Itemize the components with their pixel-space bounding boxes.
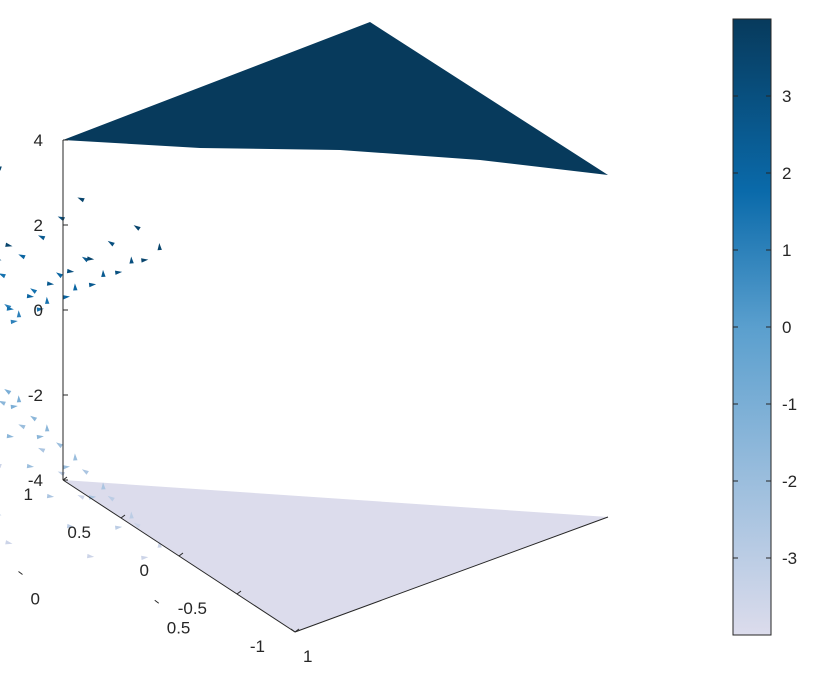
colorbar bbox=[732, 18, 772, 636]
z-tick-group: -4 -2 0 2 4 bbox=[28, 131, 68, 490]
vector-arrow bbox=[87, 256, 95, 261]
z-tick-label: -4 bbox=[28, 471, 43, 490]
z-tick-label: 2 bbox=[34, 216, 43, 235]
x-axis bbox=[294, 516, 609, 633]
vector-arrow bbox=[38, 235, 46, 241]
top-plane bbox=[63, 22, 608, 175]
vector-arrow bbox=[88, 282, 97, 288]
vector-arrow bbox=[56, 442, 63, 449]
x-tick-label: 1 bbox=[303, 647, 312, 666]
vector-arrow bbox=[62, 295, 70, 300]
vector-arrow bbox=[129, 511, 134, 519]
vector-arrow bbox=[133, 522, 141, 529]
vector-arrow bbox=[115, 270, 123, 275]
x-tick-group: -1 -0.5 0 0.5 1 bbox=[18, 571, 312, 666]
vector-arrow bbox=[0, 463, 2, 469]
y-tick-mark bbox=[178, 552, 184, 557]
y-tick-mark bbox=[120, 514, 126, 519]
vector-arrow bbox=[45, 424, 50, 432]
vector-arrow bbox=[0, 514, 2, 516]
vector-arrow bbox=[26, 293, 34, 299]
z-tick-label: -2 bbox=[28, 386, 43, 405]
vector-arrow bbox=[45, 296, 50, 304]
vector-arrow bbox=[141, 555, 149, 561]
y-tick-label: 1 bbox=[24, 485, 33, 504]
vector-arrow bbox=[157, 540, 162, 548]
vector-arrow bbox=[141, 258, 149, 263]
x-axis-line bbox=[294, 516, 609, 633]
x-tick-mark bbox=[154, 599, 160, 604]
colorbar-tick-label: 0 bbox=[782, 318, 791, 337]
vector-arrow bbox=[4, 389, 12, 395]
vector-arrow bbox=[115, 525, 123, 530]
x-tick-label: 0 bbox=[31, 590, 40, 609]
vector-arrow bbox=[107, 495, 115, 502]
vector-arrow bbox=[0, 273, 6, 279]
vector-arrow bbox=[18, 254, 26, 260]
y-tick-label: -0.5 bbox=[178, 599, 207, 618]
vector-arrow bbox=[157, 243, 162, 251]
colorbar-tick-label: 1 bbox=[782, 241, 791, 260]
vector-arrow bbox=[0, 259, 2, 261]
vector-arrow bbox=[57, 216, 65, 222]
vector-arrow bbox=[30, 288, 38, 294]
vector-arrow bbox=[6, 306, 14, 311]
y-tick-group: -1 -0.5 0 0.5 1 bbox=[24, 476, 300, 656]
y-tick-mark bbox=[294, 628, 300, 633]
y-tick-mark bbox=[236, 590, 242, 595]
z-tick-label: 0 bbox=[34, 301, 43, 320]
vector-arrow bbox=[107, 240, 115, 247]
vector-arrow bbox=[38, 447, 46, 453]
vector-arrow bbox=[81, 469, 89, 475]
vector-arrow bbox=[16, 310, 22, 318]
z-tick-label: 4 bbox=[34, 131, 43, 150]
x-tick-mark bbox=[18, 571, 23, 575]
vector-field bbox=[0, 166, 162, 561]
vector-arrow bbox=[0, 401, 6, 406]
y-tick-label: -1 bbox=[250, 637, 265, 656]
vector-arrow bbox=[5, 242, 13, 247]
vector-arrow bbox=[5, 540, 13, 545]
vector-arrow bbox=[101, 269, 106, 277]
vector-arrow bbox=[73, 283, 78, 291]
colorbar-tick-label: 3 bbox=[782, 87, 791, 106]
vector-arrow bbox=[66, 268, 75, 274]
vector-arrow bbox=[10, 404, 18, 410]
vector-arrow bbox=[26, 463, 34, 469]
vector-arrow bbox=[62, 465, 70, 470]
colorbar-tick-label: -1 bbox=[782, 395, 797, 414]
vector-arrow bbox=[57, 471, 65, 477]
vector-arrow bbox=[77, 197, 85, 203]
y-tick-label: 0.5 bbox=[67, 523, 91, 542]
bottom-plane bbox=[63, 480, 608, 632]
vector-arrow bbox=[73, 453, 78, 461]
vector-arrow bbox=[129, 256, 134, 264]
colorbar-tick-label: 2 bbox=[782, 164, 791, 183]
vector-arrow bbox=[36, 434, 44, 440]
vector-arrow bbox=[66, 523, 75, 529]
vector-arrow bbox=[6, 433, 14, 439]
x-tick-label: 0.5 bbox=[167, 618, 191, 637]
vector-arrow bbox=[56, 272, 63, 279]
vector-arrow bbox=[133, 225, 141, 231]
vector-arrow bbox=[81, 256, 89, 263]
colorbar-tick-label: -2 bbox=[782, 472, 797, 491]
vector-arrow bbox=[36, 307, 44, 312]
vector-arrow bbox=[30, 415, 38, 422]
vector-arrow bbox=[10, 319, 18, 325]
vector-arrow bbox=[46, 493, 55, 499]
y-tick-mark bbox=[62, 476, 68, 481]
vector-arrow bbox=[101, 482, 106, 490]
vector-arrow bbox=[46, 281, 55, 286]
colorbar-tick-label: -3 bbox=[782, 549, 797, 568]
vector-arrow bbox=[87, 553, 95, 559]
vector-arrow bbox=[77, 495, 85, 500]
vector-arrow bbox=[0, 166, 2, 171]
x-tick-mark bbox=[290, 628, 296, 633]
vector-arrow bbox=[16, 395, 22, 403]
y-tick-label: 0 bbox=[140, 561, 149, 580]
vector-arrow bbox=[18, 424, 26, 430]
colorbar-tick-group: -3 -2 -1 0 1 2 3 bbox=[733, 87, 797, 568]
